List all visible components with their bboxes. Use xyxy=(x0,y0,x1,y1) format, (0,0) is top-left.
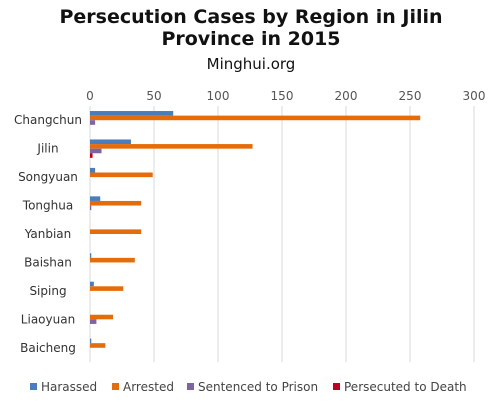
category-label: Baishan xyxy=(24,255,72,269)
legend-label: Sentenced to Prison xyxy=(198,380,318,394)
category-label: Songyuan xyxy=(18,170,78,184)
bar xyxy=(90,200,142,206)
bar xyxy=(90,286,124,291)
category-label: Siping xyxy=(29,284,66,298)
y-axis-categories: Changchun Jilin Songyuan Tonghua Yanbian Bais… xyxy=(14,113,82,355)
bar xyxy=(90,148,102,154)
bars xyxy=(90,111,421,348)
bar xyxy=(90,172,153,178)
legend-label: Persecuted to Death xyxy=(344,380,467,394)
bar xyxy=(90,167,96,173)
category-label: Baicheng xyxy=(20,341,76,355)
bar xyxy=(90,343,106,348)
category-label: Tonghua xyxy=(22,199,73,213)
bar xyxy=(90,205,92,211)
bar xyxy=(90,257,135,263)
x-tick-label: 200 xyxy=(335,89,358,103)
chart-title-line-1: Persecution Cases by Region in Jilin xyxy=(59,6,443,28)
x-tick-label: 150 xyxy=(271,89,294,103)
bar xyxy=(90,153,93,158)
bar xyxy=(90,120,96,125)
bar xyxy=(90,253,92,258)
legend-label: Arrested xyxy=(123,380,174,394)
bar xyxy=(90,111,174,116)
x-tick-label: 250 xyxy=(399,89,422,103)
bar xyxy=(90,319,97,324)
legend-swatch xyxy=(333,383,340,390)
category-label: Jilin xyxy=(36,142,58,156)
x-axis-ticks: 0 50 100 150 200 250 300 xyxy=(86,89,485,103)
legend-swatch xyxy=(112,383,119,390)
legend: Harassed Arrested Sentenced to Prison Perse… xyxy=(30,380,467,394)
bar xyxy=(90,196,101,201)
category-label: Liaoyuan xyxy=(21,312,75,326)
bar xyxy=(90,139,131,145)
chart-subtitle: Minghui.org xyxy=(206,55,296,73)
x-tick-label: 50 xyxy=(146,89,161,103)
legend-swatch xyxy=(187,383,194,390)
bar xyxy=(90,338,92,344)
bar xyxy=(90,229,142,234)
bar xyxy=(90,115,421,121)
category-label: Changchun xyxy=(14,113,82,127)
chart-title-line-2: Province in 2015 xyxy=(161,28,341,50)
legend-swatch xyxy=(30,383,37,390)
x-tick-label: 300 xyxy=(463,89,486,103)
chart-title: Persecution Cases by Region in Jilin Pro… xyxy=(0,6,502,50)
category-label: Yanbian xyxy=(24,227,72,241)
bar xyxy=(90,314,114,320)
bar xyxy=(90,144,253,149)
legend-label: Harassed xyxy=(41,380,97,394)
x-tick-label: 0 xyxy=(86,89,94,103)
x-tick-label: 100 xyxy=(207,89,230,103)
bar xyxy=(90,281,94,287)
